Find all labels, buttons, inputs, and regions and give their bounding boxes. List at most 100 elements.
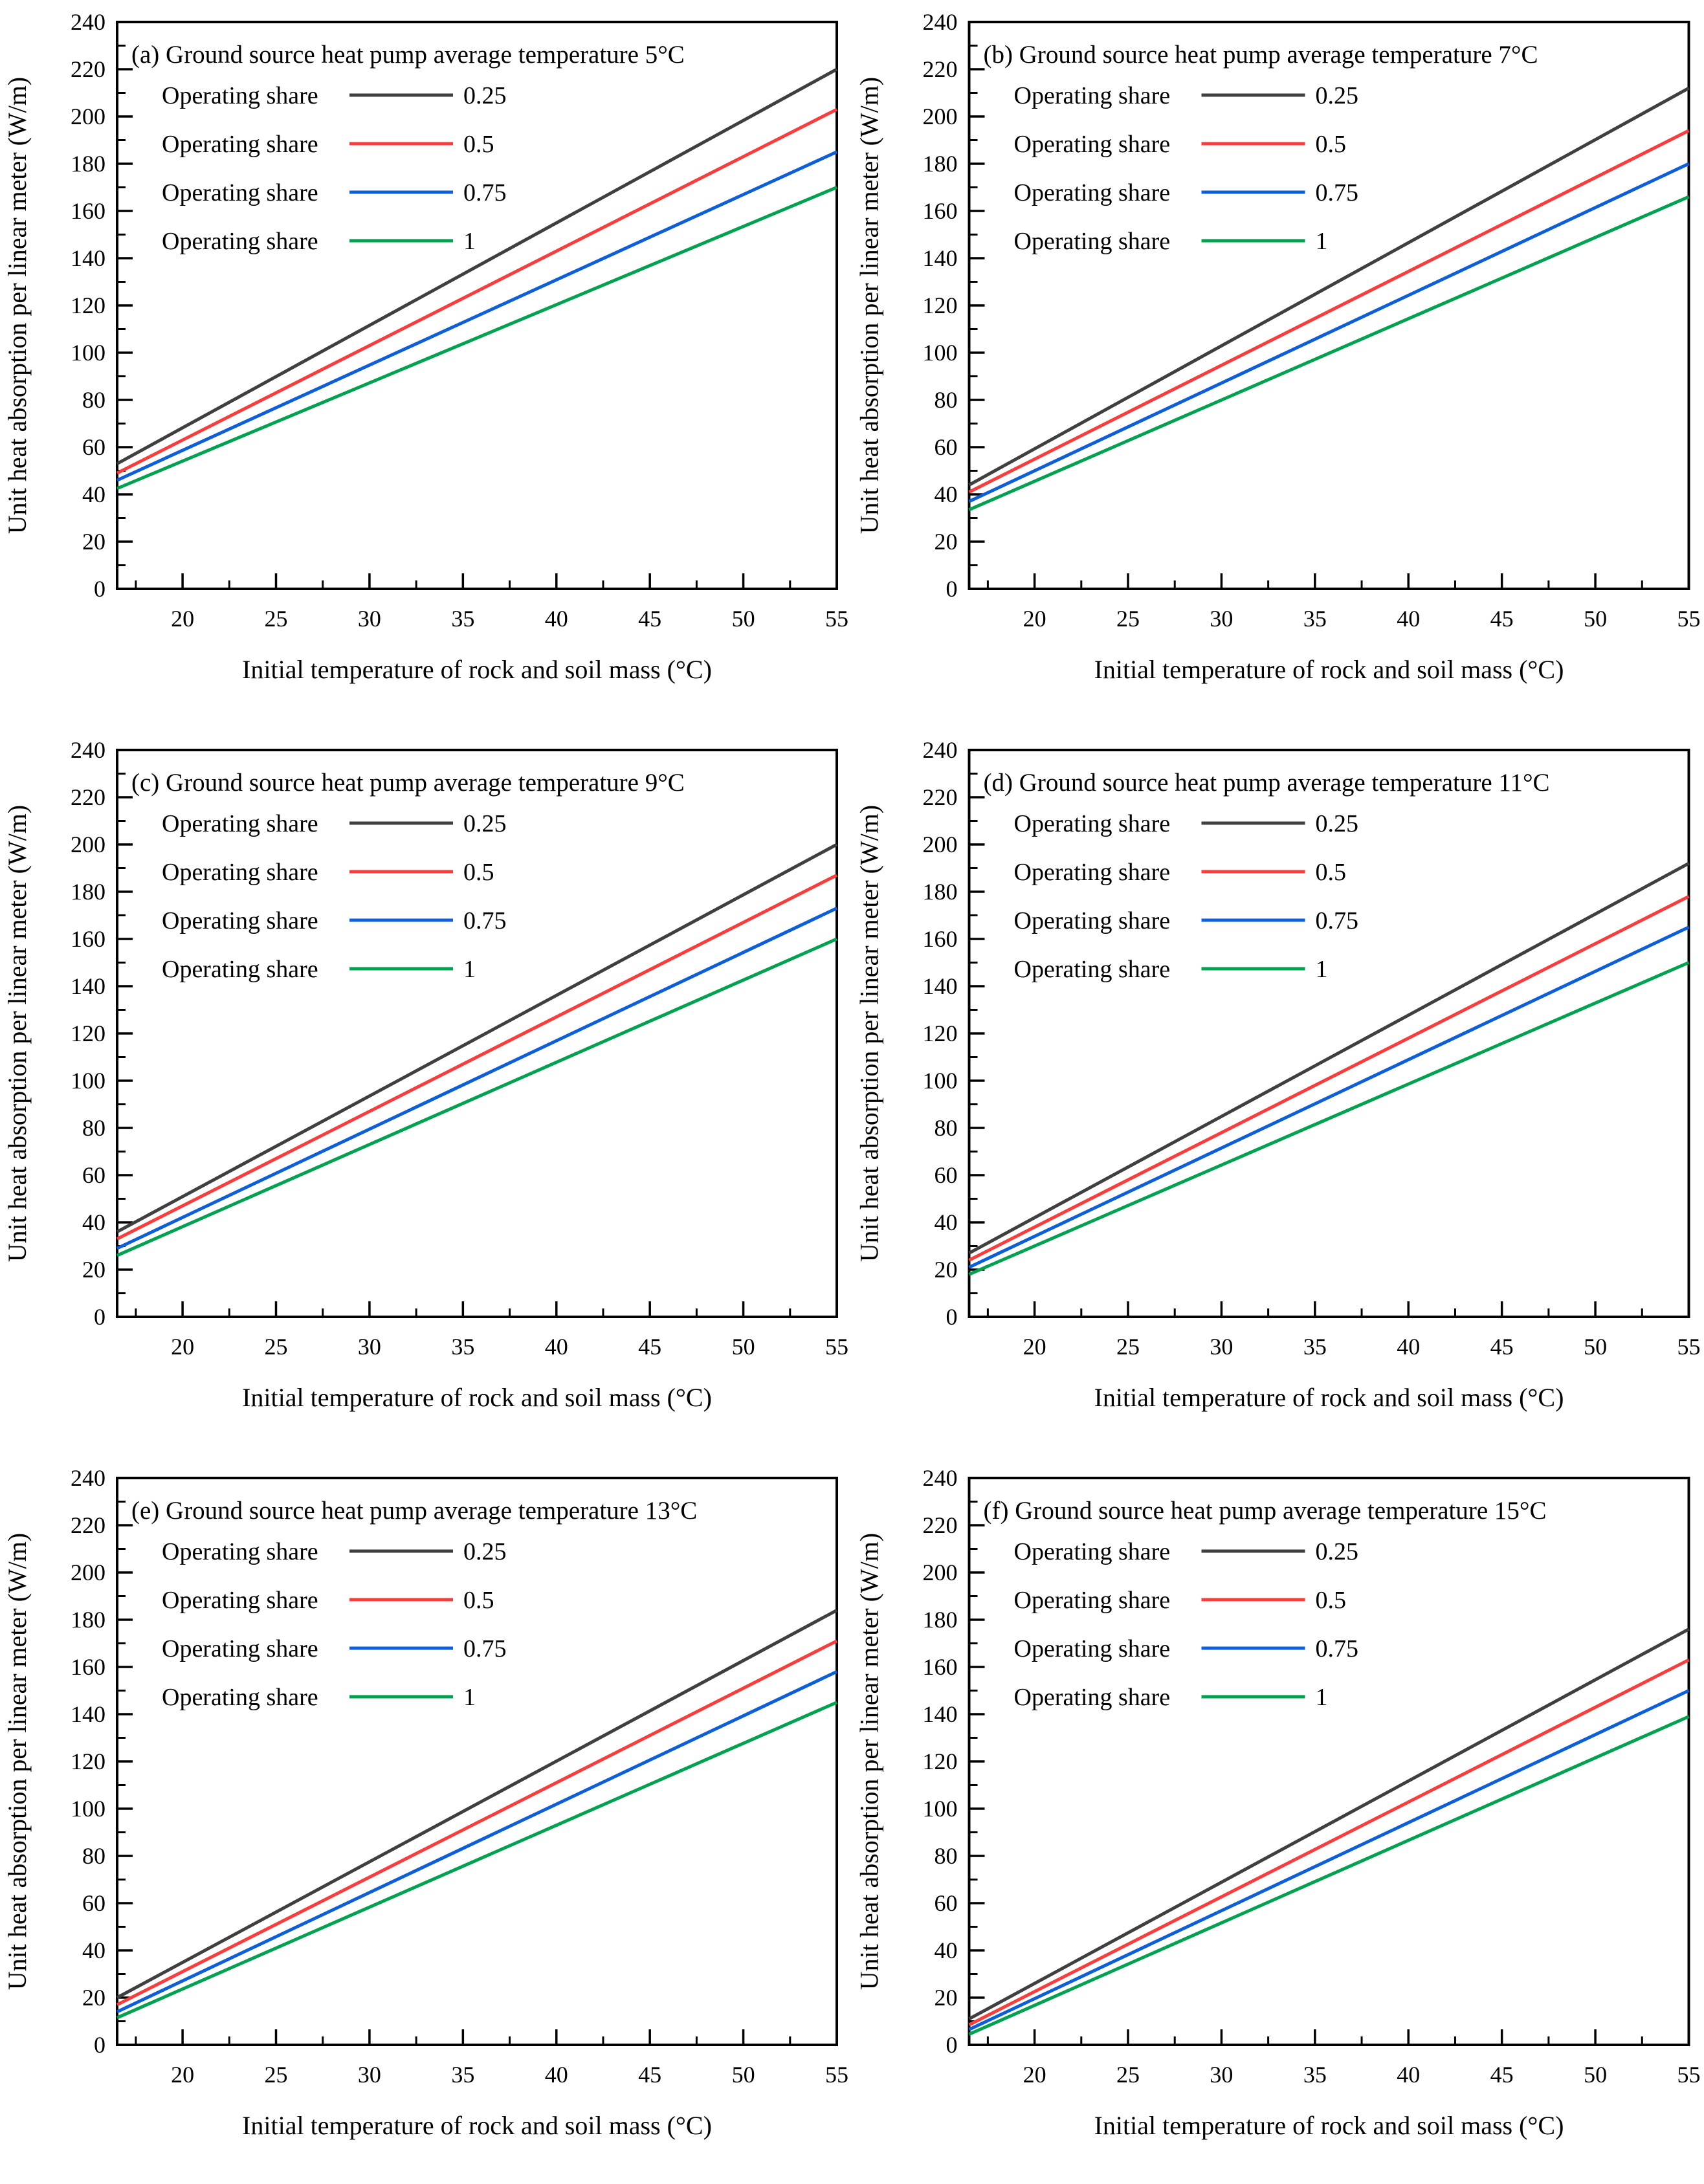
y-tick-label: 200 [71, 832, 105, 857]
y-tick-label: 180 [923, 151, 958, 177]
y-tick-label: 20 [935, 1257, 958, 1283]
legend-value-label: 0.5 [1316, 859, 1347, 886]
y-tick-label: 40 [935, 481, 958, 507]
y-tick-label: 80 [82, 387, 105, 413]
y-tick-label: 140 [923, 973, 958, 999]
legend-prefix-label: Operating share [162, 1587, 318, 1614]
legend-value-label: 1 [1316, 956, 1328, 983]
y-tick-label: 120 [71, 1020, 105, 1046]
legend-value-label: 0.75 [1316, 907, 1359, 934]
panel-title: (b) Ground source heat pump average temp… [984, 41, 1538, 69]
y-axis-label: Unit heat absorption per linear meter (W… [3, 77, 32, 534]
x-tick-label: 55 [1677, 2062, 1701, 2088]
legend-value-label: 0.25 [1316, 1538, 1359, 1565]
panel-c: 0 20 40 60 80 100 120 140 160 180 200 220 240 20 25 30 3… [0, 728, 852, 1456]
y-tick-label: 60 [935, 1162, 958, 1188]
x-tick-label: 55 [1677, 606, 1701, 632]
legend-value-label: 0.5 [1316, 131, 1347, 158]
legend-value-label: 0.5 [463, 1587, 494, 1614]
legend-value-label: 1 [1316, 1684, 1328, 1711]
series-line-share-1 [968, 195, 1690, 512]
legend-prefix-label: Operating share [1014, 1587, 1171, 1614]
y-tick-label: 40 [82, 1209, 105, 1235]
x-tick-label: 40 [545, 606, 568, 632]
y-tick-label: 140 [923, 1701, 958, 1727]
y-tick-label: 140 [923, 245, 958, 271]
y-tick-label: 60 [82, 1890, 105, 1916]
y-axis-label: Unit heat absorption per linear meter (W… [855, 1533, 884, 1990]
series-line-share-0.75 [968, 1689, 1690, 2031]
y-tick-label: 0 [946, 1304, 958, 1330]
legend-prefix-label: Operating share [1014, 1538, 1171, 1565]
x-tick-label: 50 [732, 1334, 755, 1360]
series-line-share-0.75 [116, 150, 838, 482]
x-tick-label: 40 [1397, 606, 1420, 632]
series-line-share-1 [116, 186, 837, 491]
y-tick-label: 80 [82, 1115, 105, 1141]
legend-value-label: 1 [463, 228, 476, 255]
x-tick-label: 45 [638, 2062, 661, 2088]
series-line-share-0.25 [968, 1627, 1690, 2021]
y-tick-label: 120 [923, 1748, 958, 1774]
legend-prefix-label: Operating share [162, 179, 318, 206]
x-tick-label: 50 [732, 606, 755, 632]
y-tick-label: 60 [82, 1162, 105, 1188]
series-line-share-0.75 [968, 925, 1690, 1269]
y-tick-label: 60 [82, 434, 105, 460]
x-tick-label: 20 [1023, 1334, 1046, 1360]
legend-prefix-label: Operating share [162, 1635, 318, 1662]
legend-prefix-label: Operating share [1014, 810, 1171, 837]
legend-value-label: 1 [463, 1684, 476, 1711]
y-axis-label: Unit heat absorption per linear meter (W… [3, 1533, 32, 1990]
x-tick-label: 40 [1397, 1334, 1420, 1360]
series-line-share-1 [968, 961, 1690, 1276]
y-tick-label: 180 [923, 1607, 958, 1633]
x-tick-label: 55 [1677, 1334, 1701, 1360]
y-tick-label: 40 [935, 1937, 958, 1963]
y-tick-label: 220 [71, 784, 105, 810]
y-tick-label: 80 [935, 387, 958, 413]
y-tick-label: 240 [71, 9, 105, 35]
panel-title: (e) Ground source heat pump average temp… [131, 1497, 697, 1525]
y-tick-label: 240 [923, 9, 958, 35]
series-line-share-0.25 [968, 862, 1690, 1255]
y-tick-label: 240 [71, 1465, 105, 1491]
legend-prefix-label: Operating share [162, 228, 318, 255]
legend-prefix-label: Operating share [1014, 956, 1171, 983]
legend-prefix-label: Operating share [162, 810, 318, 837]
x-tick-label: 40 [1397, 2062, 1420, 2088]
series-line-share-0.5 [116, 874, 838, 1241]
legend-value-label: 0.25 [463, 82, 507, 109]
series-line-share-0.75 [116, 907, 838, 1250]
x-axis-label: Initial temperature of rock and soil mas… [1094, 655, 1564, 684]
y-tick-label: 160 [923, 1654, 958, 1680]
series-line-share-0.5 [968, 895, 1690, 1262]
series-line-share-0.75 [116, 1670, 838, 2014]
series-line-share-0.5 [968, 1658, 1690, 2027]
legend-prefix-label: Operating share [1014, 82, 1171, 109]
y-tick-label: 20 [935, 1985, 958, 2011]
y-tick-label: 200 [923, 832, 958, 857]
x-axis-label: Initial temperature of rock and soil mas… [242, 655, 712, 684]
x-tick-label: 35 [451, 1334, 474, 1360]
y-tick-label: 180 [71, 151, 105, 177]
series-line-share-0.5 [116, 1639, 838, 2007]
y-tick-label: 220 [923, 784, 958, 810]
legend-prefix-label: Operating share [1014, 179, 1171, 206]
y-tick-label: 100 [923, 340, 958, 366]
legend-prefix-label: Operating share [1014, 907, 1171, 934]
x-tick-label: 40 [545, 1334, 568, 1360]
legend-prefix-label: Operating share [162, 1684, 318, 1711]
x-tick-label: 40 [545, 2062, 568, 2088]
y-tick-label: 100 [71, 340, 105, 366]
y-tick-label: 160 [923, 198, 958, 224]
x-tick-label: 45 [1490, 606, 1514, 632]
y-tick-label: 220 [923, 1512, 958, 1538]
x-tick-label: 25 [265, 606, 288, 632]
y-tick-label: 0 [94, 2032, 105, 2058]
legend-prefix-label: Operating share [162, 859, 318, 886]
